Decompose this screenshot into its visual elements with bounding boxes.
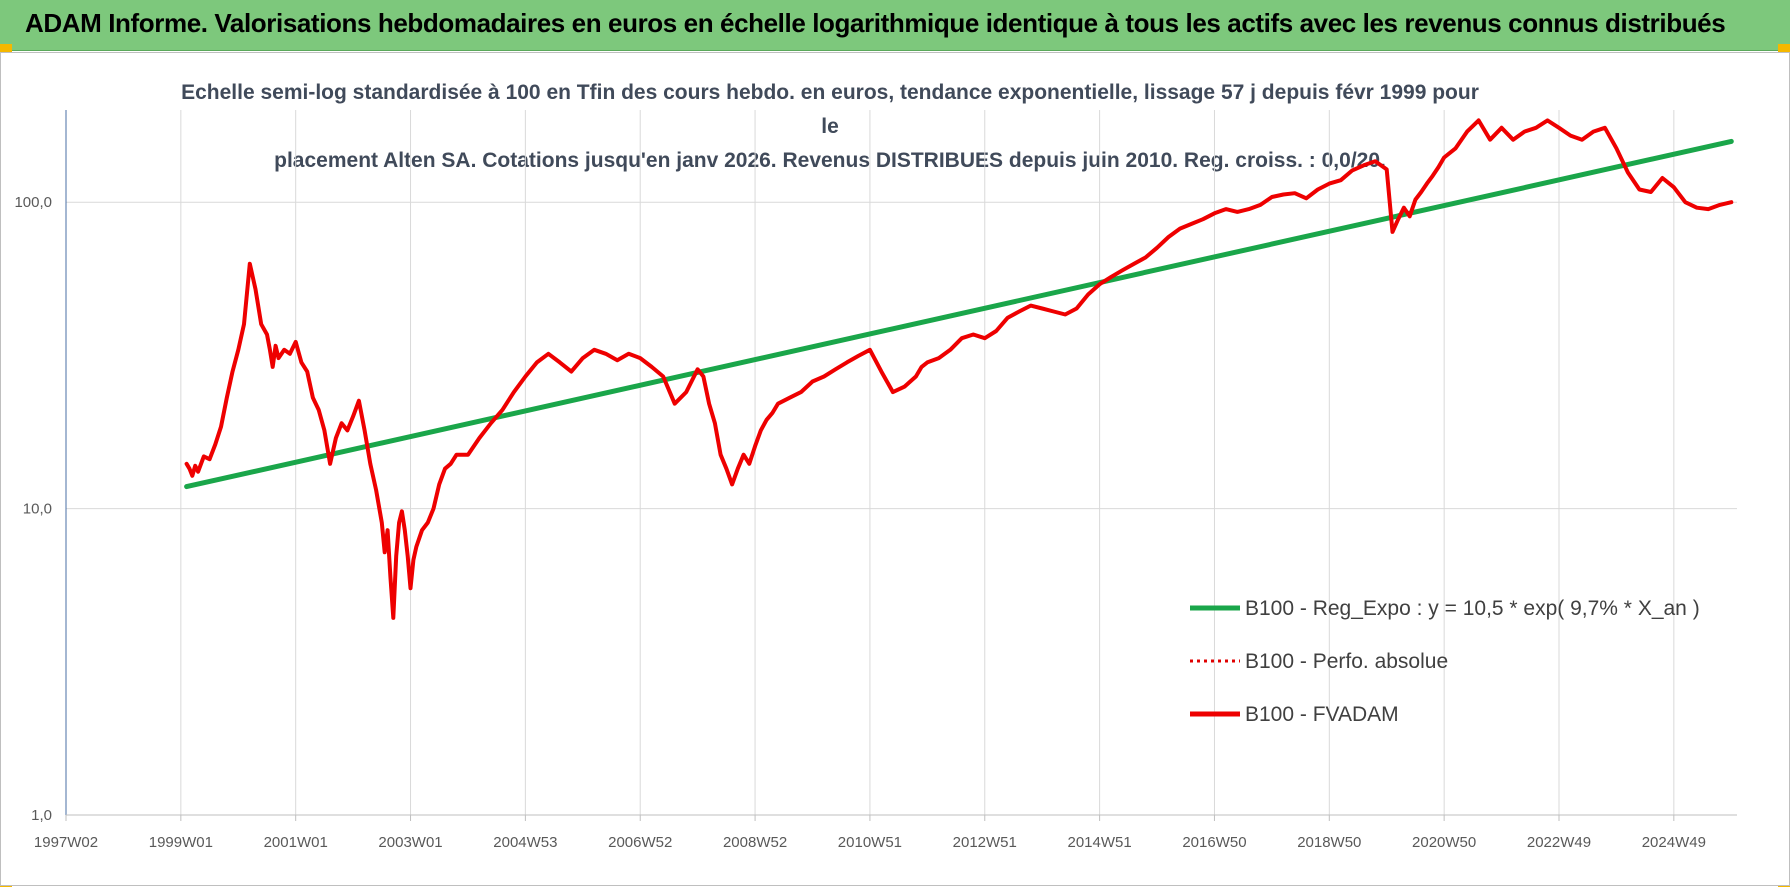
- page-title: ADAM Informe. Valorisations hebdomadaire…: [25, 8, 1726, 38]
- x-tick-label: 2014W51: [1067, 834, 1131, 851]
- y-tick-label: 100,0: [14, 194, 52, 211]
- x-tick-label: 2006W52: [608, 834, 672, 851]
- chart-title: Echelle semi-log standardisée à 100 en T…: [180, 76, 1480, 178]
- legend-label-3: B100 - FVADAM: [1245, 703, 1399, 726]
- x-tick-label: 2003W01: [378, 834, 442, 851]
- series-line-1: [184, 138, 1734, 490]
- y-tick-label: 1,0: [31, 807, 52, 824]
- chart-title-line-2: placement Alten SA. Cotations jusqu'en j…: [274, 149, 1386, 172]
- x-tick-label: 1999W01: [149, 834, 213, 851]
- x-tick-label: 2024W49: [1642, 834, 1706, 851]
- legend-label-1: B100 - Reg_Expo : y = 10,5 * exp( 9,7% *…: [1245, 597, 1700, 620]
- chart-title-line-1: Echelle semi-log standardisée à 100 en T…: [181, 81, 1479, 138]
- x-tick-label: 2008W52: [723, 834, 787, 851]
- corner-accent-top-right: [1778, 44, 1790, 52]
- corner-accent-top-left: [0, 44, 12, 52]
- header-bar: ADAM Informe. Valorisations hebdomadaire…: [0, 0, 1790, 51]
- x-tick-label: 2012W51: [953, 834, 1017, 851]
- x-tick-label: 2004W53: [493, 834, 557, 851]
- x-tick-label: 1997W02: [34, 834, 98, 851]
- legend-label-2: B100 - Perfo. absolue: [1245, 650, 1448, 673]
- chart-frame: [0, 52, 1790, 886]
- x-tick-label: 2001W01: [264, 834, 328, 851]
- y-tick-label: 10,0: [23, 501, 52, 518]
- series-line-3: [184, 118, 1734, 620]
- x-tick-label: 2016W50: [1182, 834, 1246, 851]
- x-tick-label: 2010W51: [838, 834, 902, 851]
- x-tick-label: 2022W49: [1527, 834, 1591, 851]
- x-tick-label: 2018W50: [1297, 834, 1361, 851]
- x-tick-label: 2020W50: [1412, 834, 1476, 851]
